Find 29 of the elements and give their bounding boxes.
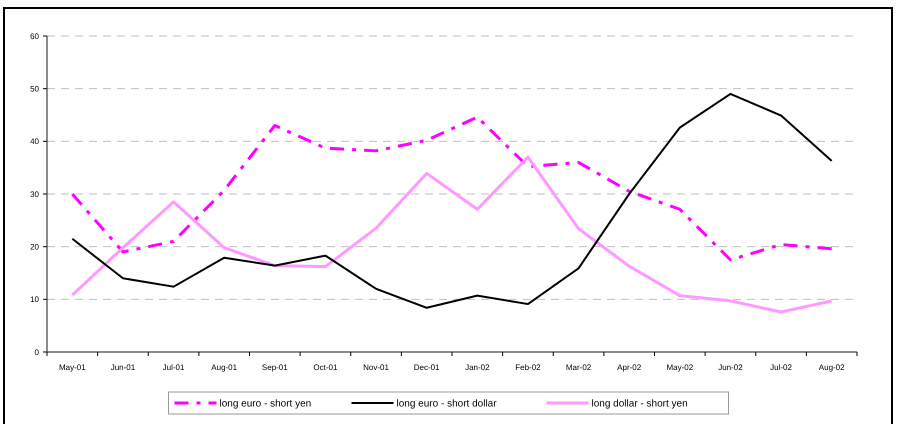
- line-series: [70, 156, 834, 314]
- x-tick-label: Jul-01: [162, 363, 186, 372]
- line-series: [71, 92, 833, 309]
- y-tick-label: 60: [30, 32, 40, 41]
- legend-label: long dollar - short yen: [592, 398, 688, 410]
- x-tick-label: Jan-02: [465, 363, 490, 372]
- x-tick-label: Nov-01: [363, 363, 390, 372]
- y-tick-label: 30: [30, 190, 40, 199]
- x-tick-label: Mar-02: [566, 363, 592, 372]
- x-tick-label: Aug-02: [818, 363, 846, 372]
- x-tick-label: Sep-01: [262, 363, 288, 372]
- y-tick-label: 10: [30, 295, 40, 304]
- y-tick-label: 20: [30, 242, 40, 252]
- legend-label: long euro - short dollar: [396, 398, 498, 410]
- x-tick-label: Feb-02: [515, 363, 542, 372]
- x-tick-label: Jun-01: [110, 363, 136, 372]
- line-series: [70, 116, 834, 262]
- x-tick-label: Apr-02: [617, 363, 642, 372]
- y-tick-label: 50: [30, 84, 40, 94]
- x-tick-label: Jul-02: [770, 363, 793, 372]
- x-tick-label: Oct-01: [313, 363, 338, 372]
- x-tick-label: Aug-01: [211, 363, 238, 372]
- x-tick-label: May-01: [58, 363, 86, 372]
- y-tick-label: 0: [34, 348, 40, 357]
- x-tick-label: Jun-02: [718, 363, 744, 372]
- x-tick-label: May-02: [666, 363, 694, 372]
- y-tick-label: 40: [30, 137, 40, 146]
- legend-label: long euro - short yen: [220, 398, 312, 410]
- x-tick-label: Dec-01: [414, 363, 440, 372]
